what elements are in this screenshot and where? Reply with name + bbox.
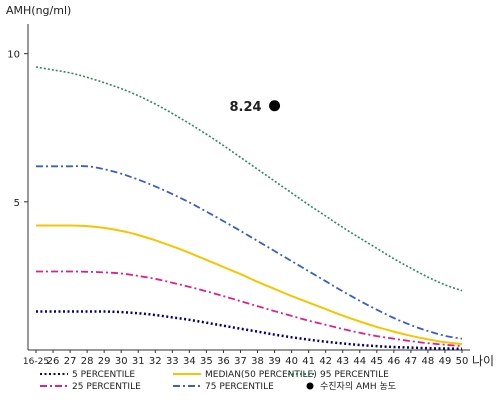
series-line-1 <box>35 270 463 347</box>
patient-amh-point <box>269 100 281 112</box>
legend-label: 95 PERCENTILE <box>320 370 389 380</box>
y-tick-label: 5 <box>14 198 20 209</box>
x-tick-label: 32 <box>149 356 162 367</box>
x-axis-label: 나이 <box>472 354 494 368</box>
x-tick-label: 33 <box>166 356 179 367</box>
series-line-4 <box>35 66 463 292</box>
x-tick-label: 41 <box>302 356 315 367</box>
x-tick-label: 39 <box>268 356 281 367</box>
x-tick-label: 48 <box>422 356 435 367</box>
x-tick-label: 30 <box>115 356 128 367</box>
x-tick-label: 42 <box>319 356 332 367</box>
series-line-0 <box>35 310 463 351</box>
legend: 5 PERCENTILE 25 PERCENTILE MEDIAN(50 PERCE… <box>40 370 396 392</box>
x-tick-label: 43 <box>336 356 349 367</box>
y-axis-label: AMH(ng/ml) <box>6 4 71 17</box>
x-tick-label: 26 <box>47 356 60 367</box>
x-tick-label: 35 <box>200 356 213 367</box>
legend-label: 5 PERCENTILE <box>72 370 135 380</box>
x-tick-label: 31 <box>132 356 145 367</box>
x-tick-label: 27 <box>64 356 77 367</box>
x-tick-label: 47 <box>405 356 418 367</box>
x-tick-label: 36 <box>217 356 230 367</box>
x-tick-label: 49 <box>439 356 452 367</box>
x-tick-label: 28 <box>81 356 94 367</box>
x-tick-label: 16-25 <box>23 357 49 367</box>
patient-amh-value: 8.24 <box>229 100 261 115</box>
x-tick-label: 50 <box>456 356 469 367</box>
x-tick-label: 40 <box>285 356 298 367</box>
patient-amh-annotation: 8.24 <box>229 100 281 115</box>
x-tick-label: 44 <box>353 356 366 367</box>
y-ticks: 5 10 <box>7 50 28 209</box>
series-line-2 <box>35 224 463 346</box>
x-tick-label: 45 <box>370 356 383 367</box>
legend-label: 75 PERCENTILE <box>205 382 274 392</box>
x-tick-label: 37 <box>234 356 247 367</box>
legend-label: 25 PERCENTILE <box>72 382 141 392</box>
x-tick-label: 38 <box>251 356 264 367</box>
x-tick-label: 46 <box>387 356 400 367</box>
series-line-3 <box>36 165 463 340</box>
x-tick-label: 29 <box>98 356 111 367</box>
legend-label: MEDIAN(50 PERCENTILE) <box>205 370 317 380</box>
series-lines <box>35 66 463 351</box>
y-tick-label: 10 <box>7 50 20 61</box>
legend-label: 수진자의 AMH 농도 <box>320 381 396 392</box>
x-tick-label: 34 <box>183 356 196 367</box>
legend-marker <box>306 382 314 390</box>
